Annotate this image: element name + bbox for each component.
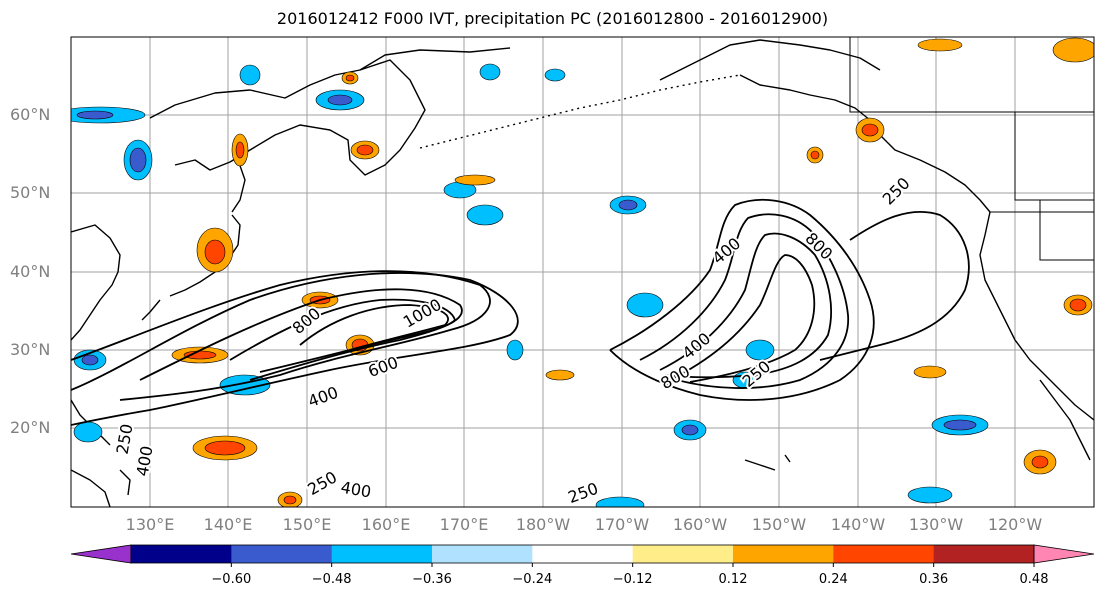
lat-label: 60°N bbox=[10, 105, 51, 124]
lon-label: 170°W bbox=[594, 515, 650, 534]
lon-label: 150°E bbox=[282, 515, 332, 534]
colorbar-tick-label: 0.24 bbox=[818, 572, 848, 587]
lon-label: 180°W bbox=[515, 515, 571, 534]
lon-label: 160°E bbox=[361, 515, 411, 534]
lon-label: 140°W bbox=[830, 515, 886, 534]
lon-label: 150°W bbox=[751, 515, 807, 534]
colorbar-segment bbox=[331, 545, 433, 563]
political-borders bbox=[849, 37, 1094, 261]
contour-label: 250 bbox=[879, 174, 914, 209]
colorbar-extend-max bbox=[1033, 544, 1095, 564]
figure-title: 2016012412 F000 IVT, precipitation PC (2… bbox=[276, 9, 829, 28]
contour-label: 600 bbox=[366, 353, 401, 381]
colorbar-segment bbox=[432, 545, 533, 563]
contour-label: 400 bbox=[306, 383, 341, 411]
colorbar-tick-label: 0.12 bbox=[718, 572, 748, 587]
colorbar bbox=[70, 544, 1095, 567]
lon-label: 130°E bbox=[125, 515, 175, 534]
colorbar-segment bbox=[632, 545, 734, 563]
colorbar-segment bbox=[231, 545, 333, 563]
colorbar-segment bbox=[733, 545, 834, 563]
lat-label: 50°N bbox=[10, 183, 51, 202]
lon-label: 140°E bbox=[203, 515, 253, 534]
precipitation-anomaly-shading bbox=[71, 37, 1094, 507]
colorbar-extend-min bbox=[70, 544, 132, 564]
colorbar-segment bbox=[532, 545, 634, 563]
colorbar-tick-label: −0.60 bbox=[211, 572, 252, 587]
contour-label: 250 bbox=[304, 467, 340, 499]
colorbar-tick-label: 0.36 bbox=[919, 572, 949, 587]
colorbar-segment bbox=[933, 545, 1035, 563]
lon-label: 130°W bbox=[908, 515, 964, 534]
contour-label: 400 bbox=[709, 234, 745, 268]
colorbar-tick-label: −0.48 bbox=[311, 572, 352, 587]
colorbar-tick-label: −0.12 bbox=[612, 572, 653, 587]
contour-label: 400 bbox=[339, 478, 372, 502]
contour-label: 400 bbox=[133, 444, 157, 477]
colorbar-tick-label: −0.36 bbox=[412, 572, 452, 587]
colorbar-tick-label: 0.48 bbox=[1019, 572, 1049, 587]
colorbar-segment bbox=[833, 545, 935, 563]
lon-label: 120°W bbox=[987, 515, 1043, 534]
lat-label: 40°N bbox=[10, 262, 51, 281]
lat-label: 20°N bbox=[10, 418, 51, 437]
lat-label: 30°N bbox=[10, 340, 51, 359]
lon-label: 170°E bbox=[439, 515, 489, 534]
colorbar-tick-label: −0.24 bbox=[512, 572, 553, 587]
colorbar-frame bbox=[130, 544, 1035, 564]
map-frame bbox=[70, 36, 1095, 508]
colorbar-segment bbox=[131, 545, 232, 563]
contour-label: 250 bbox=[113, 422, 137, 455]
ivt-contours bbox=[71, 198, 970, 426]
contour-label: 250 bbox=[566, 479, 601, 507]
lon-label: 160°W bbox=[672, 515, 728, 534]
